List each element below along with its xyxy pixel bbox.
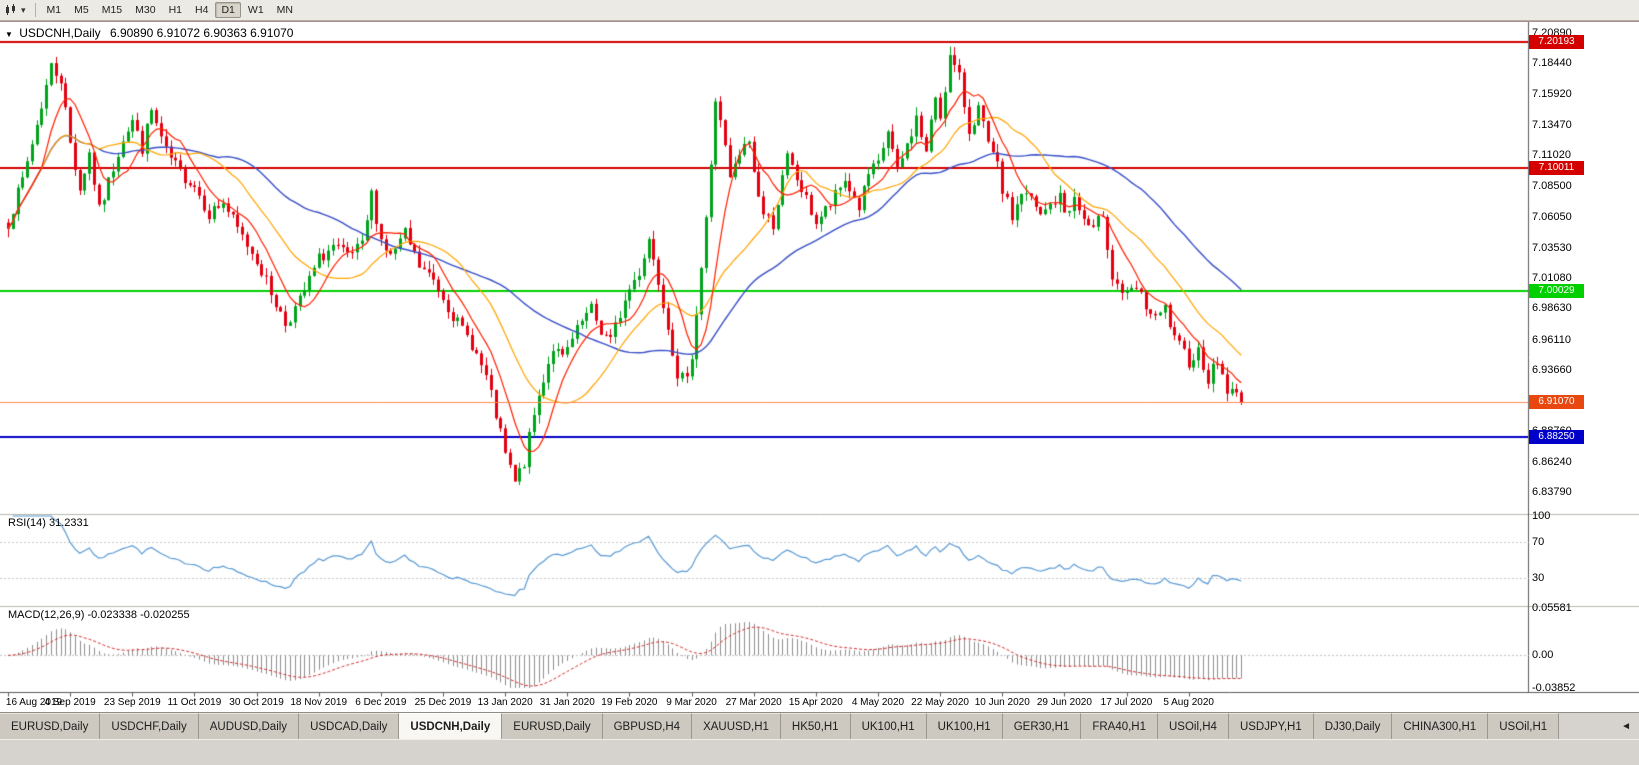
price-axis-label: 7.15920 <box>1532 88 1572 101</box>
date-axis-label: 25 Dec 2019 <box>414 697 472 708</box>
chart-title: ▼ USDCNH,Daily 6.90890 6.91072 6.90363 6… <box>5 26 293 40</box>
price-axis-label: 7.08500 <box>1532 180 1572 193</box>
date-axis-label: 23 Sep 2019 <box>103 697 161 708</box>
date-axis-label: 4 May 2020 <box>851 697 905 708</box>
date-axis-label: 6 Dec 2019 <box>355 697 407 708</box>
date-axis-label: 13 Jan 2020 <box>477 697 533 708</box>
price-axis-label: 7.18440 <box>1532 57 1572 70</box>
timeframe-button-m30[interactable]: M30 <box>135 4 156 16</box>
chart-tab-uk100-h1[interactable]: UK100,H1 <box>850 713 927 739</box>
status-bar <box>0 739 1639 765</box>
chart-tab-usoil-h1[interactable]: USOil,H1 <box>1488 713 1560 739</box>
price-axis-label: 6.96110 <box>1532 333 1571 346</box>
date-axis-label: 10 Jun 2020 <box>974 697 1030 708</box>
chart-tab-usdchf-daily[interactable]: USDCHF,Daily <box>100 713 199 739</box>
tab-scroll-left-icon[interactable]: ◄ <box>1621 720 1631 732</box>
chart-tab-usdcad-daily[interactable]: USDCAD,Daily <box>299 713 400 739</box>
chart-tab-usdcnh-daily[interactable]: USDCNH,Daily <box>399 713 503 739</box>
chart-tab-eurusd-daily[interactable]: EURUSD,Daily <box>0 713 101 739</box>
macd-scale-label: 0.05581 <box>1532 602 1572 614</box>
rsi-indicator-label: RSI(14) 31.2331 <box>8 517 89 529</box>
chart-symbol-label: USDCNH,Daily <box>19 26 101 40</box>
macd-indicator-label: MACD(12,26,9) -0.023338 -0.020255 <box>8 609 190 621</box>
collapse-icon[interactable]: ▼ <box>5 30 13 39</box>
chart-tab-audusd-daily[interactable]: AUDUSD,Daily <box>198 713 300 739</box>
chart-tab-list: EURUSD,Daily USDCHF,Daily AUDUSD,Daily USDC… <box>0 713 1560 739</box>
date-axis-label: 4 Sep 2019 <box>44 697 96 708</box>
chart-tab-fra40-h1[interactable]: FRA40,H1 <box>1081 713 1158 739</box>
price-axis-label: 6.93660 <box>1532 363 1572 376</box>
price-axis-label: 7.13470 <box>1532 118 1572 131</box>
macd-scale-label: -0.03852 <box>1532 682 1576 694</box>
timeframe-button-m1[interactable]: M1 <box>46 4 62 16</box>
chart-tab-china300-h1[interactable]: CHINA300,H1 <box>1392 713 1489 739</box>
price-axis-label: 7.06050 <box>1532 210 1572 223</box>
timeframe-button-h4[interactable]: H4 <box>195 4 209 16</box>
date-axis-label: 15 Apr 2020 <box>788 697 843 708</box>
chart-tab-eurusd-daily[interactable]: EURUSD,Daily <box>502 713 603 739</box>
date-axis-label: 22 May 2020 <box>911 697 969 708</box>
chart-ohlc-values: 6.90890 6.91072 6.90363 6.91070 <box>109 26 294 40</box>
price-axis-label: 7.03530 <box>1532 241 1572 254</box>
toolbar-separator <box>34 3 36 17</box>
date-axis-label: 27 Mar 2020 <box>725 697 782 708</box>
price-axis-label: 7.11020 <box>1532 149 1571 162</box>
timeframe-button-h1[interactable]: H1 <box>168 4 183 16</box>
chart-type-dropdown-icon[interactable]: ▾ <box>21 4 26 15</box>
chart-tab-ger30-h1[interactable]: GER30,H1 <box>1002 713 1082 739</box>
rsi-scale-label: 100 <box>1532 510 1551 522</box>
price-level-badge-support-blue[interactable]: 6.88250 <box>1529 429 1584 444</box>
date-axis-label: 30 Oct 2019 <box>229 697 284 708</box>
timeframe-button-d1[interactable]: D1 <box>215 2 241 18</box>
date-axis-label: 9 Mar 2020 <box>666 697 717 708</box>
price-axis-label: 6.98630 <box>1532 302 1572 315</box>
price-level-badge-support-green[interactable]: 7.00029 <box>1529 284 1584 299</box>
chart-tab-hk50-h1[interactable]: HK50,H1 <box>780 713 851 739</box>
timeframe-button-m15[interactable]: M15 <box>101 4 123 16</box>
timeframe-button-w1[interactable]: W1 <box>247 4 264 16</box>
macd-scale-label: 0.00 <box>1532 649 1554 662</box>
date-axis-label: 31 Jan 2020 <box>539 697 595 708</box>
price-axis-label: 6.86240 <box>1532 455 1572 468</box>
date-axis-label: 18 Nov 2019 <box>290 697 348 708</box>
chart-type-icon[interactable] <box>4 3 20 17</box>
price-level-badge-current-price[interactable]: 6.91070 <box>1529 394 1584 409</box>
date-axis-label: 19 Feb 2020 <box>601 697 658 708</box>
date-axis-label: 16 Aug 2019 <box>5 697 63 708</box>
date-axis-label: 29 Jun 2020 <box>1036 697 1092 708</box>
price-chart-canvas[interactable] <box>0 22 1639 712</box>
price-level-badge-resistance-mid[interactable]: 7.10011 <box>1529 160 1584 175</box>
date-axis-label: 11 Oct 2019 <box>167 697 222 708</box>
timeframe-button-mn[interactable]: MN <box>276 4 293 16</box>
chart-tab-usdjpy-h1[interactable]: USDJPY,H1 <box>1228 713 1314 739</box>
chart-tab-usoil-h4[interactable]: USOil,H4 <box>1158 713 1229 739</box>
date-axis-label: 5 Aug 2020 <box>1163 697 1214 708</box>
price-axis-label: 6.83790 <box>1532 486 1572 498</box>
chart-tab-xauusd-h1[interactable]: XAUUSD,H1 <box>692 713 781 739</box>
chart-tab-uk100-h1[interactable]: UK100,H1 <box>926 713 1003 739</box>
price-level-badge-resistance-upper[interactable]: 7.20193 <box>1529 34 1584 49</box>
date-axis-label: 17 Jul 2020 <box>1100 697 1153 708</box>
chart-tab-gbpusd-h4[interactable]: GBPUSD,H4 <box>602 713 693 739</box>
chart-tab-bar: EURUSD,Daily USDCHF,Daily AUDUSD,Daily USDC… <box>0 712 1639 739</box>
chart-tab-dj30-daily[interactable]: DJ30,Daily <box>1313 713 1393 739</box>
timeframe-button-group: M1 M5 M15 M30 H1 H4 D1 W1 MN <box>41 2 300 18</box>
rsi-scale-label: 30 <box>1532 571 1545 584</box>
toolbar: ▾ M1 M5 M15 M30 H1 H4 D1 W1 MN <box>0 0 1639 21</box>
rsi-scale-label: 70 <box>1532 536 1545 549</box>
timeframe-button-m5[interactable]: M5 <box>74 4 89 16</box>
chart-window: ▼ USDCNH,Daily 6.90890 6.91072 6.90363 6… <box>0 21 1639 712</box>
price-axis-label: 7.01080 <box>1532 272 1572 285</box>
